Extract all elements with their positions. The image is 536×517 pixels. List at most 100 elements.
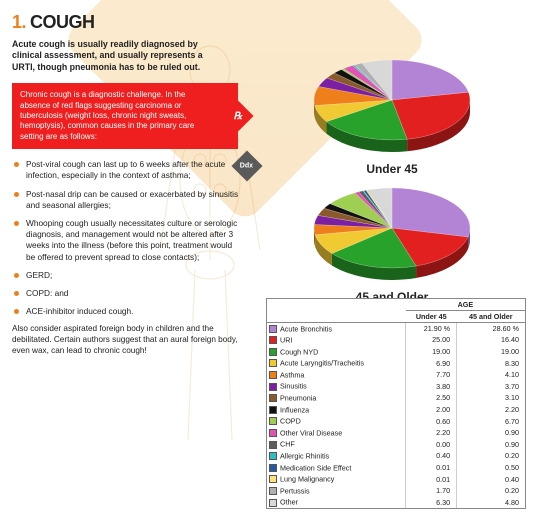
color-swatch xyxy=(269,487,277,495)
value-under45: 0.60 xyxy=(406,415,457,427)
table-row: Pertussis 1.700.20 xyxy=(267,485,525,497)
table-row: Other Viral Disease 2.200.90 xyxy=(267,427,525,439)
category-label: URI xyxy=(280,336,292,345)
color-swatch xyxy=(269,336,277,344)
value-under45: 1.70 xyxy=(406,485,457,497)
causes-list: Ddx Post-viral cough can last up to 6 we… xyxy=(12,159,242,317)
value-older: 0.40 xyxy=(457,473,525,485)
table-row: COPD 0.606.70 xyxy=(267,415,525,427)
value-older: 4.80 xyxy=(457,496,525,508)
color-swatch xyxy=(269,325,277,333)
color-swatch xyxy=(269,359,277,367)
bullet-item: Post-viral cough can last up to 6 weeks … xyxy=(12,159,242,181)
table-col-under: Under 45 xyxy=(406,310,457,322)
color-swatch xyxy=(269,499,277,507)
category-label: Pertussis xyxy=(280,486,310,495)
value-older: 4.10 xyxy=(457,369,525,381)
category-label: Acute Laryngitis/Tracheitis xyxy=(280,359,364,368)
color-swatch xyxy=(269,348,277,356)
table-row: Influenza2.002.20 xyxy=(267,404,525,416)
category-label: COPD xyxy=(280,417,301,426)
category-label: Influenza xyxy=(280,405,309,414)
pie-chart-older xyxy=(297,182,487,290)
value-older: 0.90 xyxy=(457,427,525,439)
rx-badge: ℞ xyxy=(222,101,253,132)
value-older: 0.20 xyxy=(457,450,525,462)
value-older: 8.30 xyxy=(457,357,525,369)
value-under45: 7.70 xyxy=(406,369,457,381)
color-swatch xyxy=(269,383,277,391)
value-under45: 0.01 xyxy=(406,473,457,485)
value-under45: 21.90 % xyxy=(406,322,457,334)
category-label: Allergic Rhinitis xyxy=(280,452,329,461)
color-swatch xyxy=(269,441,277,449)
category-label: Sinusitis xyxy=(280,382,307,391)
value-under45: 3.80 xyxy=(406,380,457,392)
color-swatch xyxy=(269,452,277,460)
value-under45: 0.01 xyxy=(406,462,457,474)
value-under45: 2.50 xyxy=(406,392,457,404)
table-row: Medication Side Effect0.010.50 xyxy=(267,462,525,474)
value-older: 16.40 xyxy=(457,334,525,346)
table-row: Acute Laryngitis/Tracheitis 6.908.30 xyxy=(267,357,525,369)
pie-under45-label: Under 45 xyxy=(262,162,522,176)
value-under45: 6.30 xyxy=(406,496,457,508)
value-older: 3.70 xyxy=(457,380,525,392)
title-number: 1. xyxy=(12,12,26,32)
value-under45: 19.00 xyxy=(406,346,457,358)
table-row: URI 25.0016.40 xyxy=(267,334,525,346)
table-row: Asthma 7.704.10 xyxy=(267,369,525,381)
bullet-item: Post-nasal drip can be caused or exacerb… xyxy=(12,189,242,211)
table-row: Sinusitis 3.803.70 xyxy=(267,380,525,392)
color-swatch xyxy=(269,475,277,483)
intro-text: Acute cough is usually readily diagnosed… xyxy=(12,39,227,73)
value-older: 28.60 % xyxy=(457,322,525,334)
value-older: 0.20 xyxy=(457,485,525,497)
value-older: 19.00 xyxy=(457,346,525,358)
category-label: CHF xyxy=(280,440,295,449)
category-label: Asthma xyxy=(280,370,304,379)
category-label: Cough NYD xyxy=(280,347,318,356)
category-label: Lung Malignancy xyxy=(280,475,334,484)
value-under45: 25.00 xyxy=(406,334,457,346)
rx-icon: ℞ xyxy=(234,110,243,123)
table-row: Lung Malignancy 0.010.40 xyxy=(267,473,525,485)
table-row: Acute Bronchitis21.90 %28.60 % xyxy=(267,322,525,334)
table-row: Allergic Rhinitis 0.400.20 xyxy=(267,450,525,462)
table-row: Pneumonia 2.503.10 xyxy=(267,392,525,404)
value-under45: 2.20 xyxy=(406,427,457,439)
value-under45: 0.00 xyxy=(406,438,457,450)
category-label: Pneumonia xyxy=(280,394,316,403)
title-text: COUGH xyxy=(30,12,95,32)
table-row: CHF0.000.90 xyxy=(267,438,525,450)
category-label: Other Viral Disease xyxy=(280,428,342,437)
color-swatch xyxy=(269,417,277,425)
value-older: 6.70 xyxy=(457,415,525,427)
color-swatch xyxy=(269,464,277,472)
table-row: Cough NYD 19.0019.00 xyxy=(267,346,525,358)
bullet-item: ACE-inhibitor induced cough. xyxy=(12,306,242,317)
chronic-cough-callout: Chronic cough is a diagnostic challenge.… xyxy=(12,83,238,149)
footnote-text: Also consider aspirated foreign body in … xyxy=(12,324,252,356)
color-swatch xyxy=(269,429,277,437)
table-header-age: AGE xyxy=(406,299,525,311)
bullet-item: GERD; xyxy=(12,270,242,281)
pie-chart-under45 xyxy=(297,54,487,162)
bullet-item: Whooping cough usually necessitates cult… xyxy=(12,218,242,263)
bullet-item: COPD: and xyxy=(12,288,242,299)
value-under45: 2.00 xyxy=(406,404,457,416)
value-under45: 0.40 xyxy=(406,450,457,462)
color-swatch xyxy=(269,394,277,402)
callout-text: Chronic cough is a diagnostic challenge.… xyxy=(20,90,194,141)
table-col-older: 45 and Older xyxy=(457,310,525,322)
page-title: 1.COUGH xyxy=(12,12,526,33)
ddx-label: Ddx xyxy=(240,163,253,170)
category-label: Other xyxy=(280,498,298,507)
category-label: Medication Side Effect xyxy=(280,463,351,472)
pie-charts-region: Under 45 45 and Older xyxy=(262,54,522,310)
value-under45: 6.90 xyxy=(406,357,457,369)
pie-older-wrap: 45 and Older xyxy=(262,182,522,304)
color-swatch xyxy=(269,406,277,414)
value-older: 3.10 xyxy=(457,392,525,404)
pie-under45-wrap: Under 45 xyxy=(262,54,522,176)
